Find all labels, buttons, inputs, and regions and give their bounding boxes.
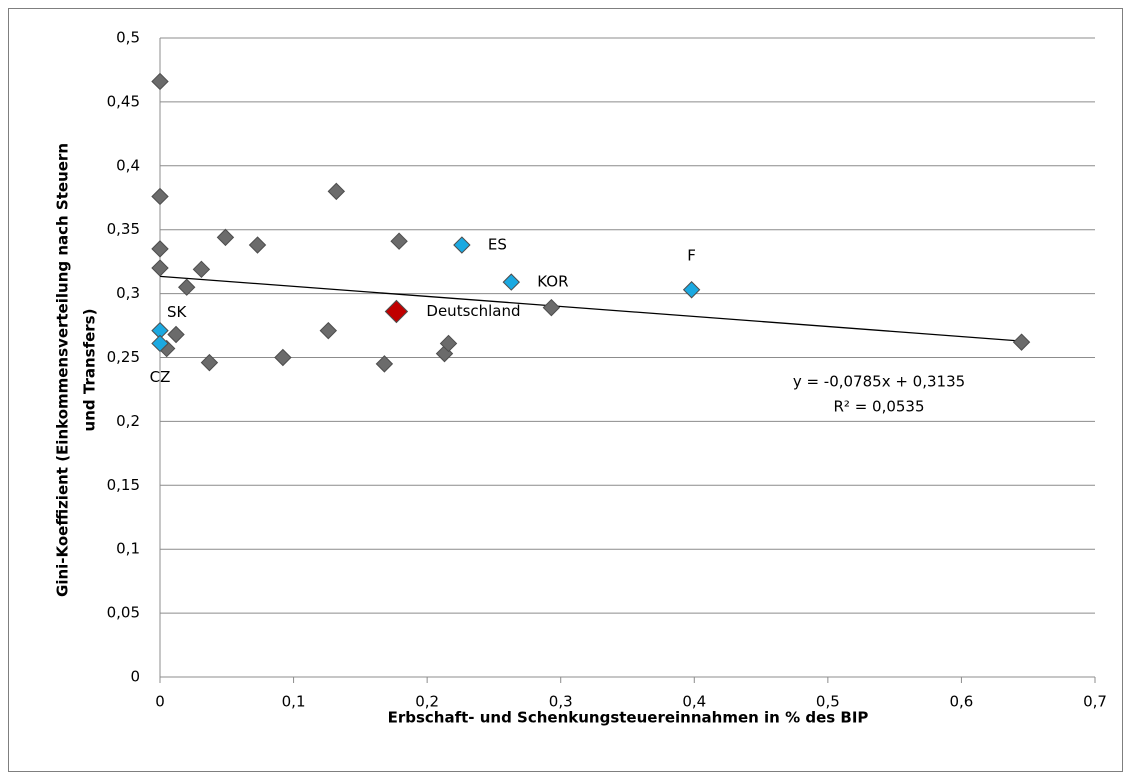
data-point (192, 260, 211, 279)
data-point (200, 353, 219, 372)
trendline-r2: R² = 0,0535 (833, 398, 924, 416)
trendline-equation: y = -0,0785x + 0,3135 (793, 373, 965, 391)
data-point (248, 236, 267, 254)
point-label: SK (167, 303, 188, 321)
y-tick-label: 0,15 (107, 476, 140, 494)
data-point (375, 355, 394, 373)
y-tick-label: 0,3 (116, 284, 140, 302)
data-point (151, 72, 169, 91)
y-tick-label: 0,45 (107, 92, 140, 110)
y-tick-label: 0,1 (116, 540, 140, 558)
x-tick-label: 0,6 (949, 693, 973, 711)
y-tick-label: 0,4 (116, 156, 140, 174)
data-point (319, 321, 338, 340)
trendline (159, 275, 1022, 342)
x-tick-label: 0 (155, 693, 165, 711)
y-tick-label: 0,5 (116, 29, 140, 47)
data-point (384, 299, 409, 324)
data-point (542, 298, 561, 317)
y-tick-label: 0 (130, 668, 140, 686)
y-axis-title: und Transfers) (81, 309, 99, 432)
y-tick-label: 0,2 (116, 412, 140, 430)
data-point (274, 348, 292, 367)
point-label: Deutschland (426, 302, 520, 320)
y-tick-label: 0,05 (107, 604, 140, 622)
x-tick-label: 0,1 (282, 693, 306, 711)
point-label: F (687, 246, 696, 264)
data-point (439, 334, 458, 353)
data-point (216, 228, 235, 247)
data-point (390, 232, 408, 250)
data-point (1012, 333, 1031, 351)
x-tick-label: 0,5 (816, 693, 840, 711)
data-point (453, 236, 471, 254)
point-label: ES (488, 236, 507, 254)
data-point (327, 182, 346, 201)
data-point (167, 325, 185, 344)
y-tick-label: 0,25 (107, 348, 140, 366)
data-point (151, 240, 169, 258)
y-tick-label: 0,35 (107, 220, 140, 238)
data-point (151, 187, 169, 206)
data-point (502, 273, 521, 291)
y-axis-title: Gini-Koeffizient (Einkommensverteilung n… (54, 143, 72, 597)
x-tick-label: 0,4 (682, 693, 706, 711)
chart-border (8, 8, 1123, 772)
point-label: KOR (537, 273, 568, 291)
x-tick-label: 0,2 (415, 693, 439, 711)
x-axis-title: Erbschaft- und Schenkungsteuereinnahmen … (388, 709, 869, 727)
data-point (178, 278, 196, 296)
x-tick-label: 0,7 (1083, 693, 1107, 711)
x-tick-label: 0,3 (549, 693, 573, 711)
data-point (682, 281, 701, 299)
data-point (151, 259, 169, 277)
data-point (151, 334, 169, 353)
point-label: CZ (150, 368, 171, 386)
